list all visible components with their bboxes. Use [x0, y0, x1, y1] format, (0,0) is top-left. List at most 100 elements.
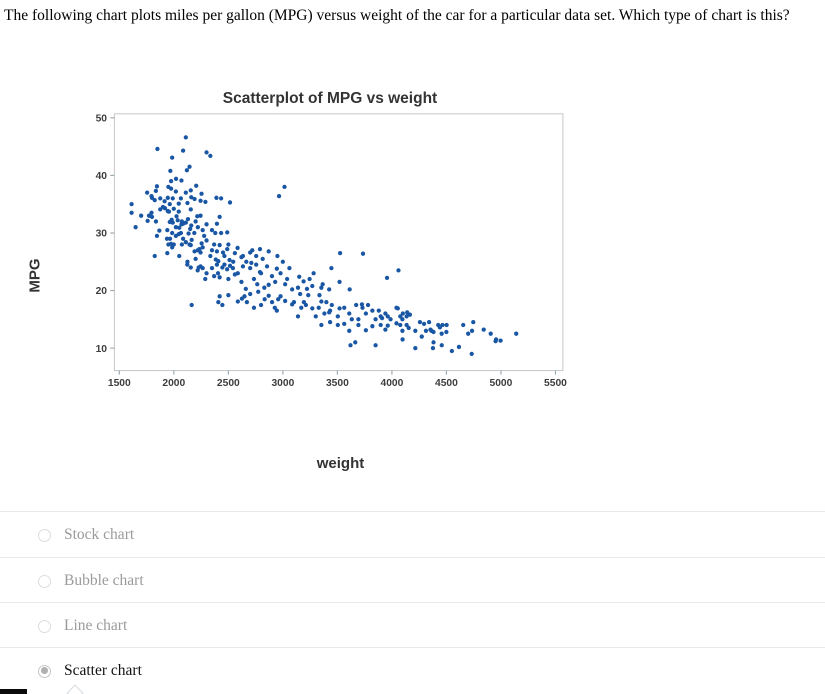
- data-point: [188, 188, 193, 193]
- data-point: [153, 188, 159, 194]
- option-stock-chart[interactable]: Stock chart: [0, 511, 825, 556]
- data-point: [400, 337, 405, 342]
- data-point: [183, 240, 188, 245]
- data-point: [224, 267, 230, 272]
- data-point: [370, 324, 375, 329]
- data-point: [192, 249, 197, 254]
- data-point: [353, 340, 358, 345]
- data-point: [335, 322, 340, 328]
- x-tick-label: 4000: [380, 378, 403, 389]
- data-point: [262, 285, 267, 290]
- data-point: [385, 314, 390, 319]
- scatter-chart: Scatterplot of MPG vs weight 1500 2000 250…: [0, 85, 660, 485]
- data-point: [178, 196, 184, 201]
- data-point: [199, 191, 204, 196]
- data-point: [258, 302, 264, 308]
- data-point: [162, 199, 167, 204]
- data-point: [273, 279, 278, 285]
- data-point: [152, 253, 157, 259]
- data-point: [200, 245, 205, 250]
- data-point: [193, 219, 198, 224]
- data-point: [283, 282, 288, 287]
- data-point: [423, 328, 429, 333]
- data-point: [193, 256, 198, 262]
- data-point: [311, 271, 316, 276]
- data-point: [431, 340, 436, 345]
- data-point: [439, 331, 444, 336]
- data-point: [251, 276, 257, 282]
- data-point: [133, 225, 138, 230]
- option-line-chart[interactable]: Line chart: [0, 602, 825, 647]
- data-point: [184, 168, 190, 173]
- option-label[interactable]: Stock chart: [64, 526, 135, 543]
- option-label[interactable]: Scatter chart: [64, 662, 142, 679]
- data-point: [139, 213, 144, 218]
- option-bubble-chart[interactable]: Bubble chart: [0, 557, 825, 602]
- data-point: [385, 323, 390, 328]
- data-point: [186, 231, 191, 236]
- data-point: [349, 317, 354, 322]
- radio-button-icon[interactable]: [38, 528, 51, 542]
- data-point: [251, 305, 257, 310]
- data-point: [384, 275, 390, 281]
- data-point: [200, 265, 205, 271]
- question-text: The following chart plots miles per gall…: [4, 7, 790, 24]
- data-point: [170, 155, 175, 160]
- x-tick-label: 1500: [108, 378, 131, 389]
- option-scatter-chart[interactable]: Scatter chart: [0, 647, 825, 692]
- data-point: [230, 265, 236, 271]
- data-point: [276, 297, 281, 302]
- data-point: [406, 325, 411, 331]
- data-point: [183, 190, 188, 195]
- data-point: [217, 242, 222, 248]
- data-point: [208, 253, 213, 259]
- data-point: [301, 279, 306, 284]
- x-tick-label: 2000: [162, 378, 185, 389]
- data-point: [244, 259, 249, 264]
- data-point: [275, 253, 280, 259]
- data-point: [284, 276, 290, 282]
- data-point: [189, 223, 194, 228]
- data-point: [188, 265, 193, 270]
- y-tick-label: 40: [96, 171, 108, 182]
- data-point: [211, 242, 217, 247]
- data-point: [383, 311, 388, 316]
- data-point: [299, 305, 304, 310]
- data-point: [407, 312, 413, 317]
- x-tick-label: 3500: [326, 378, 349, 389]
- data-point: [179, 242, 185, 247]
- data-point: [337, 279, 342, 285]
- radio-button-icon[interactable]: [38, 619, 51, 633]
- data-point: [176, 231, 181, 237]
- data-point: [370, 308, 375, 313]
- data-point: [317, 293, 322, 298]
- data-point: [280, 259, 285, 264]
- data-point: [471, 320, 476, 325]
- data-point: [129, 210, 134, 215]
- data-point: [347, 287, 352, 292]
- data-point: [254, 262, 259, 267]
- data-point: [185, 262, 190, 267]
- radio-button-icon[interactable]: [38, 574, 51, 588]
- data-point: [168, 178, 174, 184]
- data-point: [179, 178, 184, 183]
- option-label[interactable]: Bubble chart: [64, 572, 144, 589]
- data-point: [189, 237, 194, 243]
- data-point: [310, 283, 315, 289]
- data-point: [235, 299, 240, 304]
- data-point: [363, 328, 369, 333]
- data-point: [198, 198, 203, 203]
- data-point: [189, 195, 194, 200]
- data-point: [195, 214, 200, 219]
- chart-plot-area: 1500 2000 2500 3000 3500 4000 4500 5000 5500 10 20…: [96, 113, 567, 389]
- radio-button-icon[interactable]: [38, 664, 51, 678]
- data-point: [278, 294, 283, 299]
- data-point: [176, 201, 181, 206]
- option-label[interactable]: Line chart: [64, 617, 128, 634]
- data-point: [222, 253, 227, 259]
- data-point: [188, 226, 193, 232]
- data-point: [327, 308, 333, 313]
- data-point: [204, 222, 209, 227]
- data-point: [177, 225, 182, 230]
- data-point: [319, 322, 324, 328]
